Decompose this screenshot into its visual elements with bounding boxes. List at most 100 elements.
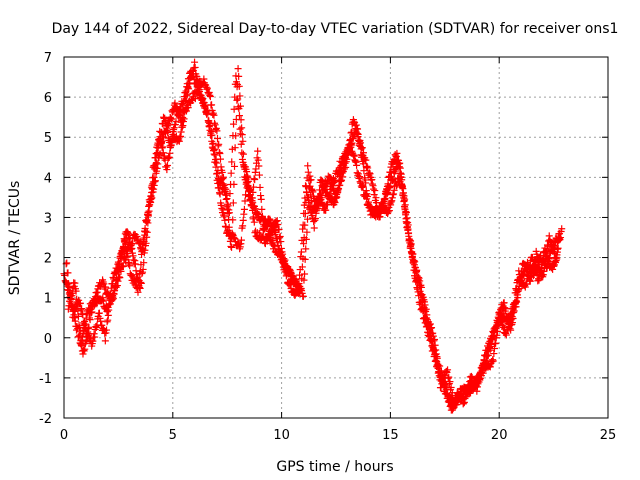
data-point [384,188,392,196]
grid [64,57,608,418]
data-point [237,236,245,244]
data-point [136,284,144,292]
data-point [447,383,455,391]
data-point [398,182,406,190]
data-point [221,216,229,224]
data-point [554,244,562,252]
data-point [363,193,371,201]
y-axis-label: SDTVAR / TECUs [7,181,23,296]
data-point [375,209,383,217]
data-point [385,207,393,215]
data-point [489,357,497,365]
data-point [141,225,149,233]
data-point [488,335,496,343]
data-point [113,276,121,284]
data-point [239,137,247,145]
data-point [448,389,456,397]
data-point [230,105,238,113]
data-point [249,206,257,214]
data-point [433,353,441,361]
data-point [250,218,258,226]
data-point [236,92,244,100]
data-point [300,240,308,248]
data-point [396,164,404,172]
data-point [255,171,263,179]
x-tick-label: 5 [169,428,177,443]
data-point [145,207,153,215]
data-point [191,63,199,71]
data-point [140,259,148,267]
y-tick-label: 4 [44,171,52,186]
data-point [348,139,356,147]
data-point [509,309,517,317]
data-point [126,235,134,243]
data-point [119,262,127,270]
data-point [250,183,258,191]
data-point [310,224,318,232]
y-tick-label: 5 [44,131,52,146]
data-point [359,160,367,168]
data-point [446,378,454,386]
data-point [240,205,248,213]
data-point [254,147,262,155]
data-point [231,162,239,170]
data-point [236,102,244,110]
data-point [353,161,361,169]
plot-frame [63,56,609,419]
data-point [484,347,492,355]
data-point [514,294,522,302]
y-tick-label: 3 [44,211,52,226]
data-point [302,245,310,253]
data-point [235,82,243,90]
data-point [172,117,180,125]
data-point [535,276,543,284]
data-point [213,159,221,167]
data-point [237,130,245,138]
data-point [445,373,453,381]
data-point [512,286,520,294]
x-tick-label: 10 [273,428,290,443]
data-point [238,131,246,139]
data-point [247,201,255,209]
data-point [206,121,214,129]
data-point [304,204,312,212]
data-point [139,265,147,273]
data-point [213,127,221,135]
data-point [444,366,452,374]
data-point [421,301,429,309]
data-point [225,209,233,217]
data-points [60,58,566,414]
data-point [331,176,339,184]
data-point [215,140,223,148]
data-point [409,250,417,258]
data-point [362,179,370,187]
data-point [239,216,247,224]
data-point [228,158,236,166]
data-point [237,116,245,124]
data-point [230,180,238,188]
data-point [301,210,309,218]
data-point [260,226,268,234]
data-point [287,268,295,276]
data-point [150,161,158,169]
data-point [214,167,222,175]
data-point [115,263,123,271]
x-tick-label: 20 [491,428,508,443]
y-tick-label: 1 [44,292,52,307]
data-point [226,190,234,198]
data-point [300,276,308,284]
data-point [281,256,289,264]
data-point [256,183,264,191]
axis-ticks [63,56,609,419]
data-point [301,270,309,278]
data-point [479,369,487,377]
x-tick-label: 25 [600,428,617,443]
data-point [257,195,265,203]
data-point [538,263,546,271]
data-point [258,205,266,213]
data-point [134,288,142,296]
data-point [229,216,237,224]
data-point [73,300,81,308]
data-point [72,287,80,295]
